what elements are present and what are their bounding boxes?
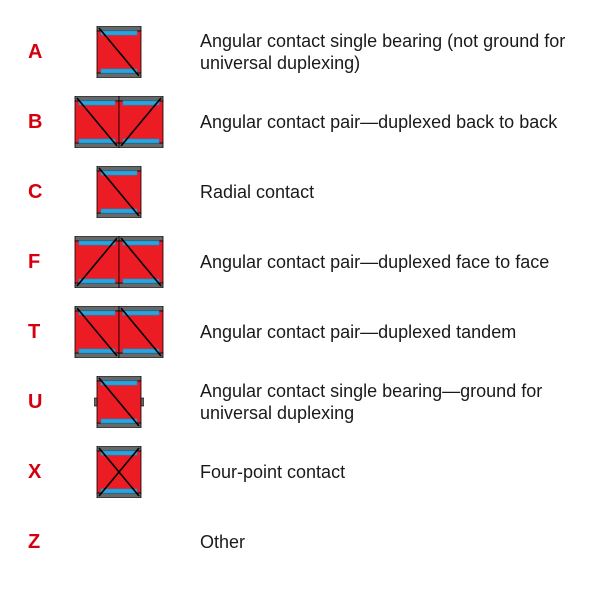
duplex-tandem-icon (60, 306, 172, 358)
four-point-icon (60, 446, 172, 498)
type-code: Z (28, 531, 60, 554)
type-description: Angular contact pair—duplexed face to fa… (172, 251, 549, 274)
type-description: Four-point contact (172, 461, 345, 484)
type-code: B (28, 111, 60, 134)
type-code: T (28, 321, 60, 344)
duplex-back-to-back-icon (60, 96, 172, 148)
row-x: X Four-point contact (28, 444, 580, 500)
row-t: T Angular contact pair—duplexed tandem (28, 304, 580, 360)
type-description: Other (172, 531, 245, 554)
bearing-type-list: A Angular contact single bearing (not gr… (28, 24, 580, 570)
angular-universal-icon (60, 376, 172, 428)
radial-icon (60, 166, 172, 218)
row-b: B Angular contact pair—duplexed back to … (28, 94, 580, 150)
type-code: X (28, 461, 60, 484)
type-description: Angular contact pair—duplexed tandem (172, 321, 516, 344)
row-a: A Angular contact single bearing (not gr… (28, 24, 580, 80)
type-description: Angular contact pair—duplexed back to ba… (172, 111, 557, 134)
row-c: C Radial contact (28, 164, 580, 220)
type-description: Radial contact (172, 181, 314, 204)
type-description: Angular contact single bearing—ground fo… (172, 380, 580, 425)
duplex-face-to-face-icon (60, 236, 172, 288)
row-u: U Angular contact single bearing—ground … (28, 374, 580, 430)
row-z: Z Other (28, 514, 580, 570)
row-f: F Angular contact pair—duplexed face to … (28, 234, 580, 290)
type-code: U (28, 391, 60, 414)
type-code: A (28, 41, 60, 64)
type-code: C (28, 181, 60, 204)
type-code: F (28, 251, 60, 274)
angular-single-icon (60, 26, 172, 78)
type-description: Angular contact single bearing (not grou… (172, 30, 580, 75)
